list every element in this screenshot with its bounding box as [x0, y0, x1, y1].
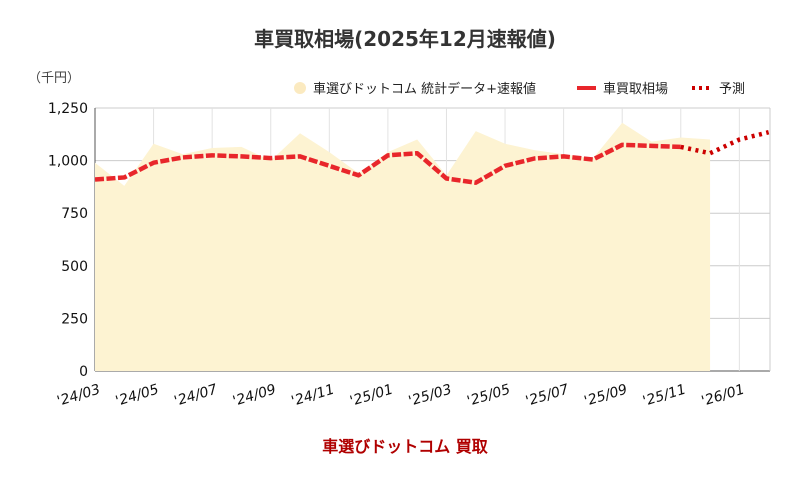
- x-tick-label: '25/11: [641, 382, 688, 410]
- x-tick-label: '25/05: [465, 381, 512, 409]
- x-tick-label: '24/05: [114, 381, 161, 409]
- line-series-market-price: [94, 142, 681, 185]
- y-tick-label: 0: [79, 364, 88, 380]
- x-tick-label: '24/07: [172, 381, 219, 409]
- area-series-statistics: [95, 122, 711, 371]
- plot-area: [94, 122, 770, 371]
- x-tick-label: '25/03: [407, 382, 454, 410]
- x-axis-ticks: '24/03 '24/05 '24/07 '24/09 '24/11 '25/01 '25/…: [55, 381, 746, 409]
- legend-label-area: 車選びドットコム 統計データ+速報値: [313, 81, 536, 97]
- legend-label-forecast: 予測: [719, 82, 745, 97]
- x-tick-label: '26/01: [700, 382, 747, 410]
- legend-marker-area: [294, 82, 306, 94]
- chart-title: 車買取相場(2025年12月速報値): [254, 27, 556, 51]
- source-label: 車選びドットコム 買取: [322, 437, 488, 456]
- x-tick-label: '24/09: [231, 381, 278, 409]
- x-tick-label: '25/01: [348, 382, 395, 410]
- y-tick-label: 500: [61, 259, 88, 275]
- legend-label-market: 車買取相場: [603, 82, 668, 97]
- line-series-forecast: [680, 130, 770, 156]
- y-tick-label: 1,000: [48, 154, 88, 170]
- x-tick-label: '25/09: [582, 381, 629, 409]
- y-tick-label: 250: [61, 311, 88, 327]
- y-axis-unit-label: （千円）: [28, 71, 80, 86]
- x-tick-label: '24/11: [290, 382, 337, 410]
- x-tick-label: '25/07: [524, 381, 571, 409]
- y-tick-label: 750: [61, 206, 88, 222]
- x-tick-label: '24/03: [55, 382, 102, 410]
- y-axis-ticks: 0 250 500 750 1,000 1,250: [48, 101, 88, 380]
- legend: 車選びドットコム 統計データ+速報値 車買取相場 予測: [294, 81, 745, 97]
- y-tick-label: 1,250: [48, 101, 88, 117]
